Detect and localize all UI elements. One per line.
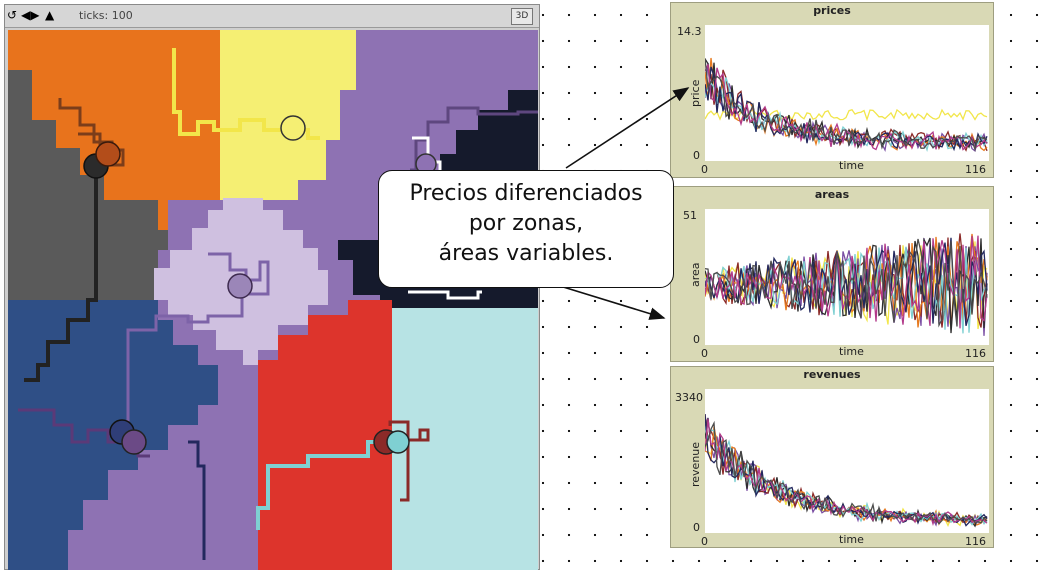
plot-series-line: [705, 417, 988, 527]
plot-ymin: 0: [693, 521, 700, 534]
plot-ylabel: area: [689, 262, 702, 287]
annotation-callout: Precios diferenciados por zonas, áreas v…: [378, 170, 674, 288]
agent-cyan: [386, 430, 410, 454]
plot-ymin: 0: [693, 149, 700, 162]
path-lavender: [118, 252, 270, 444]
zone-red: [258, 300, 392, 570]
agent-orange: [95, 141, 121, 167]
plot-xmax: 116: [965, 163, 986, 176]
path-black: [24, 168, 98, 382]
plot-xmax: 116: [965, 347, 986, 360]
plot-title: prices: [813, 4, 851, 17]
plot-xmin: 0: [701, 163, 708, 176]
plot-xlabel: time: [839, 533, 864, 546]
arrow-to-areas: [559, 285, 666, 320]
plot-title: areas: [814, 188, 850, 201]
plot-series-line: [705, 58, 988, 152]
plot-prices: prices 14.3 0 price 0 time 116: [670, 2, 994, 178]
revenues-plot-area: [705, 389, 989, 533]
path-white-2: [408, 290, 482, 300]
path-cyan: [256, 440, 400, 530]
ticks-counter: ticks: 100: [79, 9, 133, 22]
callout-line-1: Precios diferenciados: [409, 181, 643, 206]
plot-ymin: 0: [693, 333, 700, 346]
callout-line-3: áreas variables.: [438, 241, 614, 266]
plot-revenues: revenues 3340 0 revenue 0 time 116: [670, 366, 994, 548]
areas-plot-area: [705, 209, 989, 345]
left-right-arrows-icon[interactable]: ◀▶: [21, 8, 40, 22]
agent-yellow: [280, 115, 306, 141]
plot-series-line: [705, 246, 988, 334]
prices-plot-area: [705, 25, 989, 161]
rotate-icon[interactable]: ↺: [7, 8, 18, 22]
plot-xmin: 0: [701, 347, 708, 360]
agent-plum: [121, 429, 147, 455]
plot-series-line: [705, 419, 988, 526]
plot-xmin: 0: [701, 535, 708, 548]
plot-xlabel: time: [839, 159, 864, 172]
zone-cyan: [392, 308, 538, 570]
plot-series-line: [705, 108, 988, 122]
zone-grey: [8, 70, 168, 300]
plot-ymax: 14.3: [677, 25, 702, 38]
zone-yellow: [220, 30, 356, 200]
callout-line-2: por zonas,: [468, 211, 584, 236]
plot-title: revenues: [803, 368, 861, 381]
plot-ylabel: revenue: [689, 441, 702, 487]
3d-button[interactable]: 3D: [511, 8, 533, 25]
plot-series-line: [705, 420, 988, 525]
plot-series-line: [705, 237, 988, 334]
up-down-arrows-icon[interactable]: ▲: [45, 8, 55, 22]
plot-xmax: 116: [965, 535, 986, 548]
zone-orange: [8, 30, 220, 230]
path-purple-right: [410, 106, 538, 172]
plot-areas: areas 51 0 area 0 time 116: [670, 186, 994, 362]
plot-series-line: [705, 238, 988, 328]
plot-xlabel: time: [839, 345, 864, 358]
path-navy: [188, 440, 206, 560]
view-toolbar: ↺ ◀▶ ▲ ticks: 100 3D: [5, 5, 539, 28]
world-canvas: [8, 30, 538, 570]
path-dark-red: [388, 420, 430, 502]
agent-lavender: [227, 273, 253, 299]
plot-ylabel: price: [689, 79, 702, 107]
plot-ymax: 3340: [675, 391, 703, 404]
plot-ymax: 51: [683, 209, 697, 222]
